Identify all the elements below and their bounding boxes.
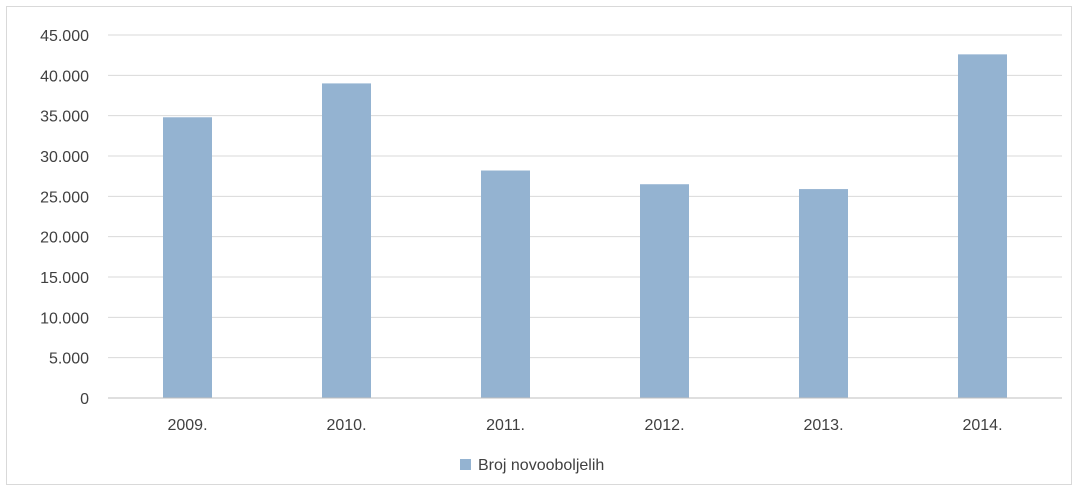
gridlines [108,34,1062,359]
y-tick-label: 15.000 [40,270,89,287]
bar-2010 [322,83,371,399]
legend-label: Broj novooboljelih [478,457,604,474]
y-tick-label: 25.000 [40,189,89,206]
x-tick-label: 2011. [486,417,525,434]
y-tick-label: 20.000 [40,230,89,247]
y-axis-tick-labels: 0 5.000 10.000 15.000 20.000 25.000 30.000 35.0… [40,28,89,408]
y-tick-label: 40.000 [40,68,89,85]
bar-2009 [163,117,212,398]
y-tick-label: 30.000 [40,149,89,166]
y-tick-label: 5.000 [49,351,89,368]
bar-2011 [481,170,530,398]
legend: Broj novooboljelih [460,457,604,474]
y-tick-label: 0 [80,391,89,408]
x-tick-label: 2010. [326,417,366,434]
bar-2013 [799,189,848,398]
x-tick-label: 2012. [644,417,684,434]
x-axis-tick-labels: 2009. 2010. 2011. 2012. 2013. 2014. [167,417,1002,434]
y-tick-label: 10.000 [40,310,89,327]
x-tick-label: 2009. [167,417,207,434]
y-tick-label: 45.000 [40,28,89,45]
bar-2012 [640,184,689,398]
y-tick-label: 35.000 [40,109,89,126]
legend-swatch [460,459,471,470]
bar-2014 [958,54,1007,399]
x-tick-label: 2013. [803,417,843,434]
x-tick-label: 2014. [962,417,1002,434]
bars [163,54,1007,399]
